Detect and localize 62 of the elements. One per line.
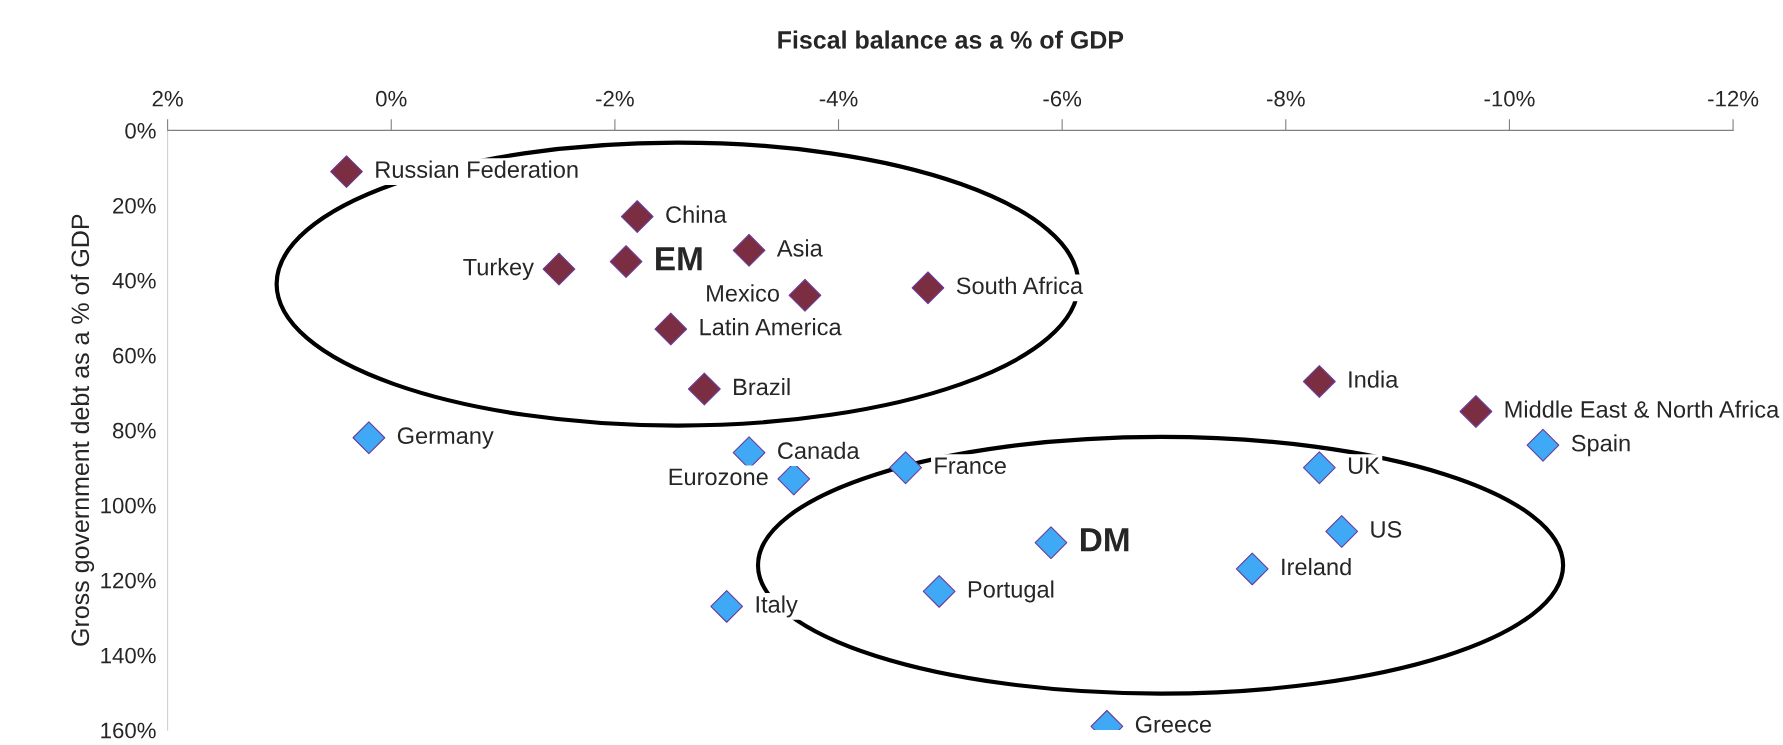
annotation: Eurozone xyxy=(669,468,768,486)
x-tick-label: -10% xyxy=(1484,90,1535,107)
annotation: Russian Federation xyxy=(376,160,578,178)
x-tick-label: -6% xyxy=(1043,90,1082,107)
annotation: Latin America xyxy=(700,318,842,336)
point xyxy=(620,200,654,233)
annotation: Greece xyxy=(1135,715,1212,733)
x-tick-label: -12% xyxy=(1708,90,1759,107)
annotation: Turkey xyxy=(463,258,534,281)
y-tick-label: 160% xyxy=(101,722,156,739)
point xyxy=(1302,451,1336,485)
y-axis-title: Gross government debt as a % of GDP xyxy=(70,214,95,646)
annotation: Germany xyxy=(397,427,494,449)
annotation: Mexico xyxy=(707,284,779,302)
point xyxy=(1459,395,1493,428)
y-tick-label: 140% xyxy=(101,647,156,664)
y-tick-label: 60% xyxy=(113,347,156,364)
y-tick-label: 120% xyxy=(101,572,156,589)
point xyxy=(1325,515,1359,548)
annotation: UK xyxy=(1348,457,1380,475)
y-tick-label: 100% xyxy=(101,497,156,514)
annotation: Canada xyxy=(778,441,860,460)
point xyxy=(654,312,688,346)
x-tick-label: -4% xyxy=(819,90,858,107)
annotation: Ireland xyxy=(1282,557,1351,576)
point xyxy=(330,155,363,188)
annotation: Spain xyxy=(1571,434,1630,457)
annotation: Middle East & North Africa xyxy=(1505,400,1780,418)
y-tick-label: 80% xyxy=(112,422,156,439)
annotation: US xyxy=(1371,521,1402,538)
y-tick-label: 0% xyxy=(125,122,156,139)
point xyxy=(732,233,766,267)
point xyxy=(911,271,945,305)
annotation: Brazil xyxy=(734,378,790,396)
x-tick-label: 2% xyxy=(152,90,183,107)
annotation: China xyxy=(666,205,727,223)
series-label: DM xyxy=(1080,528,1129,552)
point xyxy=(609,245,643,278)
point xyxy=(1526,428,1560,462)
point xyxy=(1235,552,1269,586)
annotation: South Africa xyxy=(956,276,1084,295)
point xyxy=(352,421,386,455)
point xyxy=(788,278,822,312)
point xyxy=(1034,526,1068,560)
point xyxy=(889,451,923,485)
annotation: Portugal xyxy=(968,580,1054,603)
point xyxy=(687,372,721,406)
annotation: Italy xyxy=(756,595,798,618)
x-tick-label: -2% xyxy=(596,90,634,107)
series-label: EM xyxy=(656,247,702,271)
annotation: India xyxy=(1349,370,1399,388)
y-tick-label: 20% xyxy=(113,197,156,214)
annotation: France xyxy=(935,457,1006,475)
x-tick-label: 0% xyxy=(376,90,407,107)
y-tick-label: 40% xyxy=(112,272,156,289)
point xyxy=(1302,365,1336,398)
annotation: Asia xyxy=(776,239,823,257)
point xyxy=(542,252,576,286)
chart-title: Fiscal balance as a % of GDP xyxy=(778,30,1124,49)
point xyxy=(922,575,956,608)
x-tick-label: -8% xyxy=(1267,90,1305,107)
point xyxy=(710,590,744,623)
